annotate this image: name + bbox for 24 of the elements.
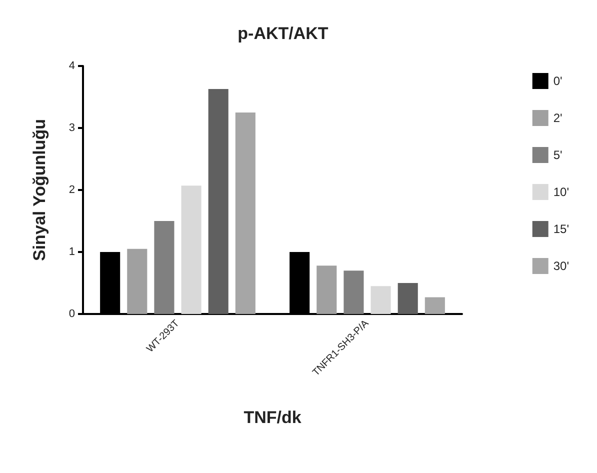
- y-tick-label: 0: [68, 308, 75, 320]
- y-tick-label: 3: [68, 122, 75, 134]
- bar: [235, 112, 256, 314]
- bar: [424, 297, 445, 314]
- bar: [181, 186, 202, 314]
- y-tick-label: 1: [68, 246, 75, 258]
- bar: [398, 283, 418, 314]
- bar: [127, 248, 148, 314]
- x-axis-title: TNF/dk: [244, 408, 302, 427]
- legend-label: 10': [553, 185, 569, 199]
- y-tick-label: 2: [68, 184, 75, 196]
- y-tick-label: 4: [68, 60, 75, 72]
- bar: [208, 88, 228, 314]
- legend-label: 0': [553, 74, 562, 88]
- bar: [316, 266, 337, 314]
- legend-label: 15': [553, 222, 569, 236]
- legend-label: 2': [553, 111, 562, 125]
- y-axis-title: Sinyal Yoğunluğu: [30, 119, 49, 261]
- bar: [344, 270, 364, 314]
- bar: [154, 221, 174, 314]
- chart-title: p-AKT/AKT: [238, 24, 329, 43]
- legend-label: 30': [553, 259, 569, 273]
- bar: [370, 286, 391, 314]
- legend-label: 5': [553, 148, 562, 162]
